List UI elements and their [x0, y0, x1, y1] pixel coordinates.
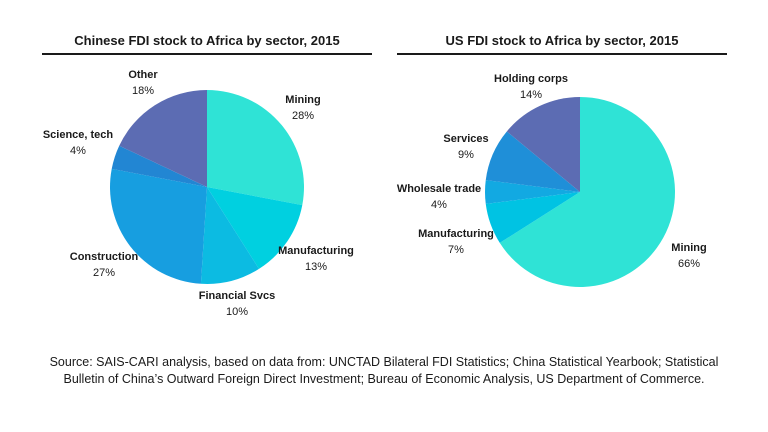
- pct-china-mining: 28%: [292, 110, 314, 122]
- slice-us-wholesale-trade: [485, 180, 580, 204]
- slice-china-financial-svcs: [200, 187, 259, 285]
- label-china-construction: Construction: [70, 251, 139, 263]
- label-china-other: Other: [128, 69, 158, 81]
- label-us-mining: Mining: [671, 242, 706, 254]
- label-us-manufacturing: Manufacturing: [418, 228, 494, 240]
- label-china-financial-svcs: Financial Svcs: [199, 290, 275, 302]
- pct-us-wholesale-trade: 4%: [431, 199, 447, 211]
- slice-us-mining: [499, 97, 676, 288]
- pct-us-manufacturing: 7%: [448, 244, 464, 256]
- pct-china-science-tech: 4%: [70, 145, 86, 157]
- label-china-mining: Mining: [285, 94, 320, 106]
- pct-china-manufacturing: 13%: [305, 261, 327, 273]
- label-china-science-tech: Science, tech: [43, 129, 114, 141]
- pct-us-mining: 66%: [678, 258, 700, 270]
- slice-china-manufacturing: [207, 187, 303, 269]
- source-line-1: Source: SAIS-CARI analysis, based on dat…: [49, 355, 719, 369]
- label-us-services: Services: [443, 133, 488, 145]
- title-rule-us: [397, 53, 727, 55]
- slice-us-manufacturing: [485, 192, 580, 243]
- slice-china-mining: [207, 90, 304, 206]
- label-china-manufacturing: Manufacturing: [278, 245, 354, 257]
- pct-us-services: 9%: [458, 149, 474, 161]
- slice-us-holding-corps: [506, 97, 580, 192]
- source-line-2: Bulletin of China’s Outward Foreign Dire…: [63, 372, 705, 386]
- pie-china: [110, 89, 304, 285]
- slice-china-other: [119, 89, 207, 187]
- chart-title-china: Chinese FDI stock to Africa by sector, 2…: [74, 33, 340, 48]
- label-us-wholesale-trade: Wholesale trade: [397, 183, 481, 195]
- pct-china-construction: 27%: [93, 267, 115, 279]
- pie-us: [485, 97, 676, 288]
- source-note: Source: SAIS-CARI analysis, based on dat…: [20, 354, 748, 388]
- pct-china-other: 18%: [132, 85, 154, 97]
- chart-title-us: US FDI stock to Africa by sector, 2015: [445, 33, 679, 48]
- slice-china-science-tech: [111, 145, 207, 187]
- pct-us-holding-corps: 14%: [520, 89, 542, 101]
- label-us-holding-corps: Holding corps: [494, 73, 568, 85]
- slice-china-construction: [110, 168, 207, 284]
- pct-china-financial-svcs: 10%: [226, 306, 248, 318]
- slice-us-services: [485, 131, 580, 192]
- title-rule-china: [42, 53, 372, 55]
